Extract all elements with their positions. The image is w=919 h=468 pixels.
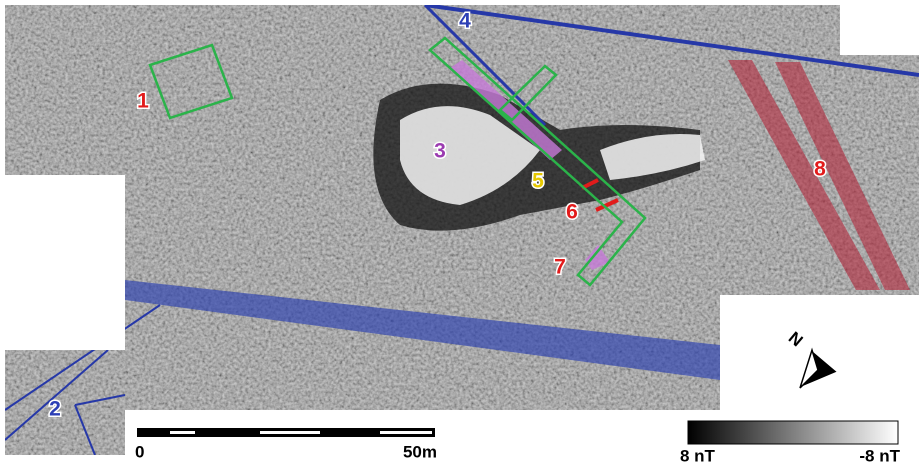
feature-label: 6: [566, 201, 578, 224]
north-label: N: [785, 328, 807, 350]
color-scale-max: -8 nT: [859, 446, 900, 465]
feature-label: 3: [434, 140, 446, 163]
color-scale: 8 nT -8 nT: [680, 421, 901, 465]
color-ramp: [688, 421, 898, 444]
feature-label: 8: [814, 158, 826, 181]
feature-label: 7: [554, 256, 566, 279]
feature-label: 4: [459, 10, 471, 33]
scale-bar: 0 50m: [135, 428, 437, 461]
north-arrow: N: [785, 328, 838, 388]
feature-label: 1: [137, 90, 149, 113]
feature-label: 5: [532, 170, 544, 193]
color-scale-min: 8 nT: [680, 446, 716, 465]
feature-label: 2: [49, 398, 61, 421]
magnetometry-map: 1 2 3 4 5 6 7 8 0 50m 8 nT -8 nT N: [0, 0, 919, 468]
scale-end: 50m: [403, 442, 437, 461]
survey-grid: [0, 0, 919, 468]
scale-start: 0: [135, 442, 144, 461]
